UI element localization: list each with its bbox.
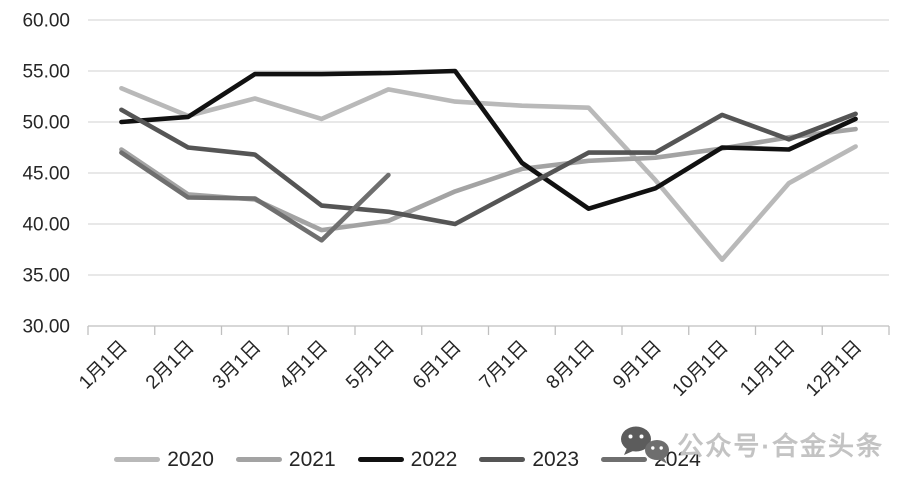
legend-swatch bbox=[479, 457, 526, 462]
x-axis-tick-label: 5月1日 bbox=[342, 337, 399, 394]
series-line-2024 bbox=[119, 150, 391, 243]
series-line-2021 bbox=[119, 126, 858, 233]
x-axis-tick-label: 12月1日 bbox=[802, 337, 866, 401]
wechat-icon bbox=[621, 426, 670, 464]
legend-item-2021: 2021 bbox=[235, 448, 336, 471]
series-line-2022 bbox=[119, 68, 858, 211]
legend-label: 2023 bbox=[532, 448, 580, 471]
legend-swatch bbox=[601, 457, 648, 462]
y-axis-tick-label: 35.00 bbox=[22, 266, 70, 287]
chart-legend: 2020 2021 2022 2023 2024 bbox=[0, 449, 815, 470]
x-axis-tick-label: 2月1日 bbox=[142, 337, 199, 394]
legend-swatch bbox=[357, 457, 404, 462]
series-line-2023 bbox=[119, 107, 858, 227]
y-axis-tick-label: 60.00 bbox=[22, 11, 70, 32]
x-axis-tick-label: 9月1日 bbox=[609, 337, 666, 394]
legend-item-2023: 2023 bbox=[479, 449, 579, 470]
x-axis-tick-label: 4月1日 bbox=[275, 337, 332, 394]
legend-label: 2021 bbox=[288, 448, 336, 471]
legend-item-2020: 2020 bbox=[114, 449, 214, 470]
y-axis-tick-label: 45.00 bbox=[22, 164, 70, 185]
x-axis-tick-label: 11月1日 bbox=[736, 337, 799, 400]
y-axis-tick-label: 40.00 bbox=[22, 215, 70, 236]
x-axis-tick-label: 1月1日 bbox=[75, 337, 132, 394]
watermark-text: 公众号·合金头条 bbox=[677, 430, 884, 461]
x-axis-tick-label: 7月1日 bbox=[476, 337, 533, 394]
legend-item-2022: 2022 bbox=[357, 448, 458, 471]
watermark: 公众号·合金头条 bbox=[619, 424, 884, 464]
legend-label: 2020 bbox=[167, 448, 214, 471]
x-axis-tick-label: 8月1日 bbox=[542, 337, 599, 394]
legend-label: 2022 bbox=[410, 448, 458, 471]
legend-swatch bbox=[235, 457, 282, 462]
x-axis-tick-label: 10月1日 bbox=[669, 337, 733, 401]
y-axis-tick-label: 30.00 bbox=[22, 317, 70, 338]
series-line-2020 bbox=[119, 86, 858, 263]
y-axis-tick-label: 50.00 bbox=[22, 113, 70, 134]
y-axis-tick-label: 55.00 bbox=[22, 62, 70, 83]
x-axis-tick-label: 6月1日 bbox=[409, 337, 466, 394]
legend-swatch bbox=[114, 457, 161, 462]
x-axis-tick-label: 3月1日 bbox=[209, 337, 266, 394]
